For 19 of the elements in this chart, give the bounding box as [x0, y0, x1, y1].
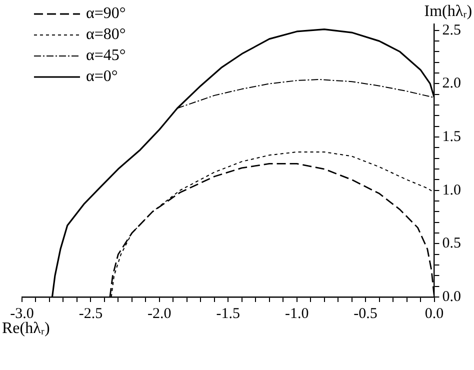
x-tick-label: -1.5 — [216, 306, 240, 322]
legend-label: α=90° — [86, 5, 126, 22]
x-tick-label: -1.0 — [284, 306, 309, 322]
y-tick-label: 1.5 — [442, 128, 461, 145]
y-tick-label: 2.0 — [442, 76, 461, 92]
y-tick-label: 2.5 — [442, 22, 461, 38]
y-tick-label: 0.0 — [442, 288, 461, 305]
y-axis-title: Im(hλᵣ) — [424, 3, 472, 20]
x-tick-label: -0.5 — [354, 306, 378, 322]
x-tick-label: -2.0 — [148, 306, 172, 322]
x-tick-label: 0.0 — [424, 306, 444, 322]
x-axis-title: Re(hλᵣ) — [2, 320, 50, 338]
x-tick-label: -3.0 — [10, 306, 34, 322]
legend-label: α=0° — [86, 68, 118, 86]
y-tick-label: 0.5 — [442, 236, 461, 252]
x-tick-label: -2.5 — [78, 306, 103, 322]
legend-label: α=80° — [86, 26, 126, 44]
legend-label: α=45° — [86, 47, 126, 64]
y-tick-label: 1.0 — [442, 182, 461, 198]
